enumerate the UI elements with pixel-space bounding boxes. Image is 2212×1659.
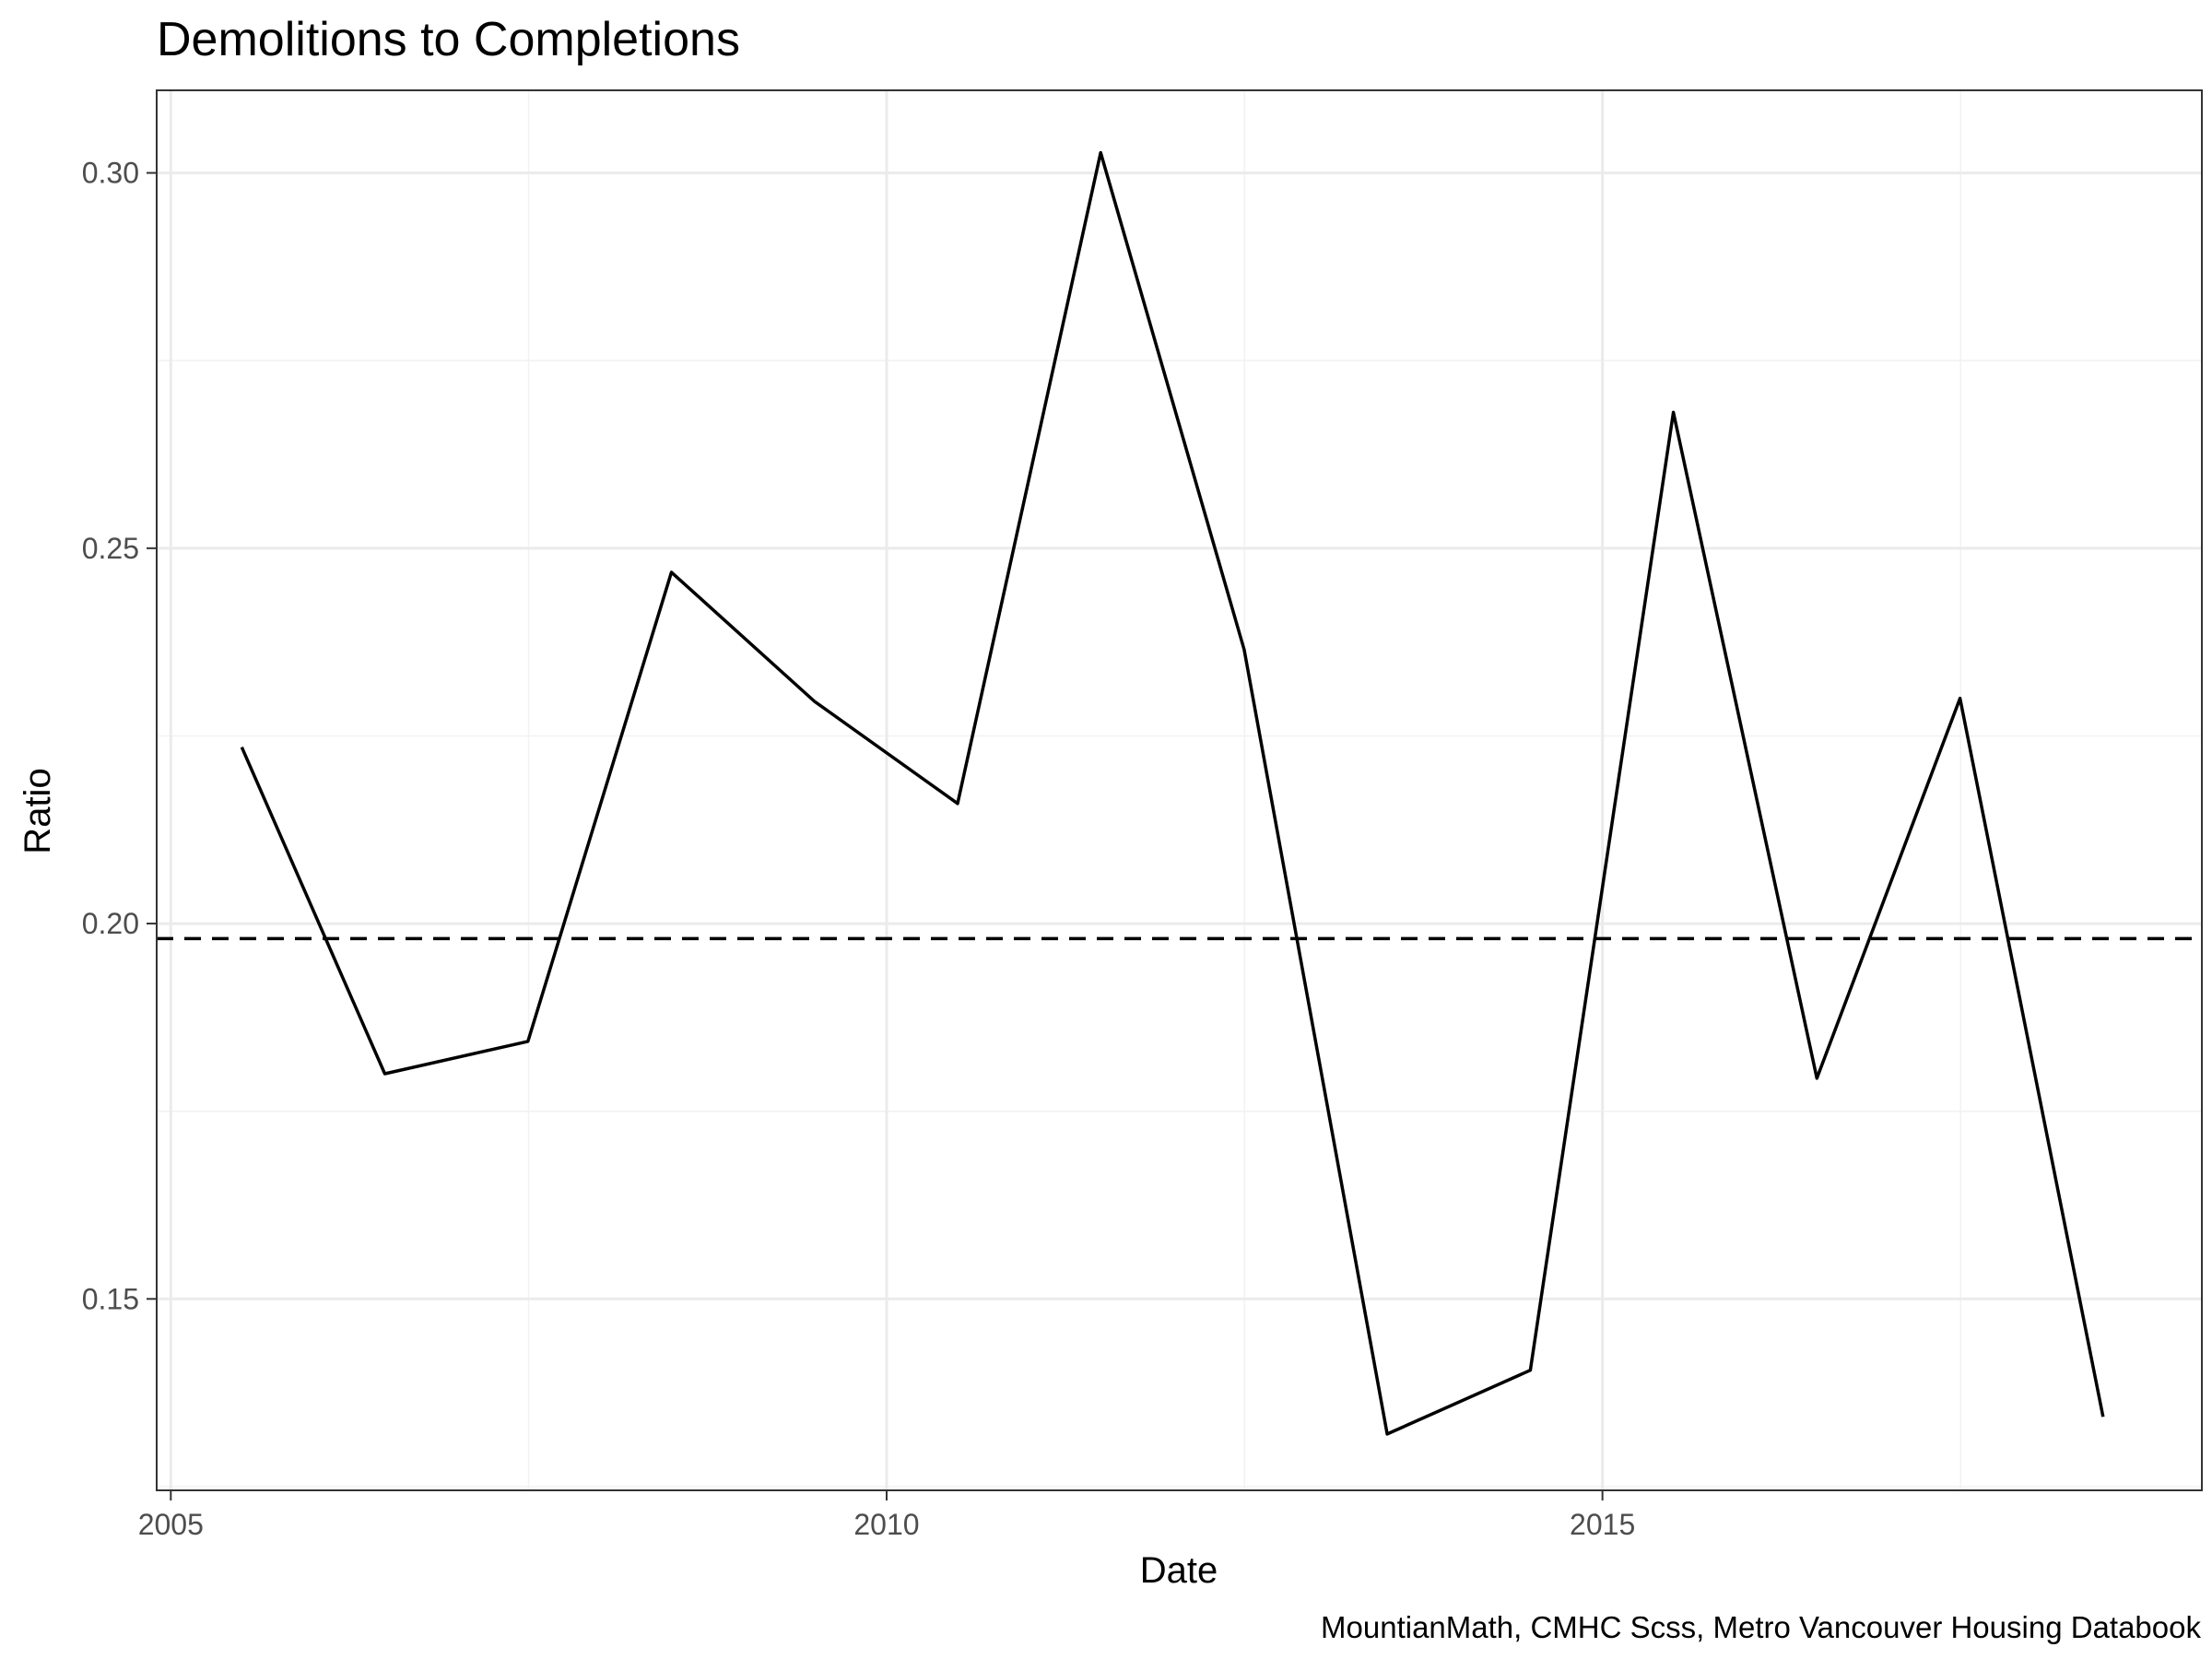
major-gridlines	[157, 90, 2202, 1490]
chart-caption: MountianMath, CMHC Scss, Metro Vancouver…	[1321, 1610, 2201, 1644]
chart-title: Demolitions to Completions	[157, 13, 740, 66]
x-tick-label: 2010	[853, 1508, 919, 1541]
minor-gridlines	[157, 90, 2202, 1490]
x-axis-title: Date	[1140, 1550, 1218, 1591]
y-axis-ticks: 0.15 0.20 0.25 0.30	[82, 157, 157, 1315]
x-tick-label: 2005	[138, 1508, 204, 1541]
y-tick-label: 0.15	[82, 1282, 139, 1315]
y-tick-label: 0.30	[82, 157, 139, 190]
x-tick-label: 2015	[1570, 1508, 1635, 1541]
y-tick-label: 0.20	[82, 907, 139, 940]
x-axis-ticks: 2005 2010 2015	[138, 1490, 1635, 1541]
series-line	[240, 150, 2105, 1436]
y-axis-title: Ratio	[18, 768, 58, 853]
y-tick-label: 0.25	[82, 532, 139, 565]
panel-border	[156, 89, 2203, 1491]
series-lines	[240, 150, 2105, 1436]
